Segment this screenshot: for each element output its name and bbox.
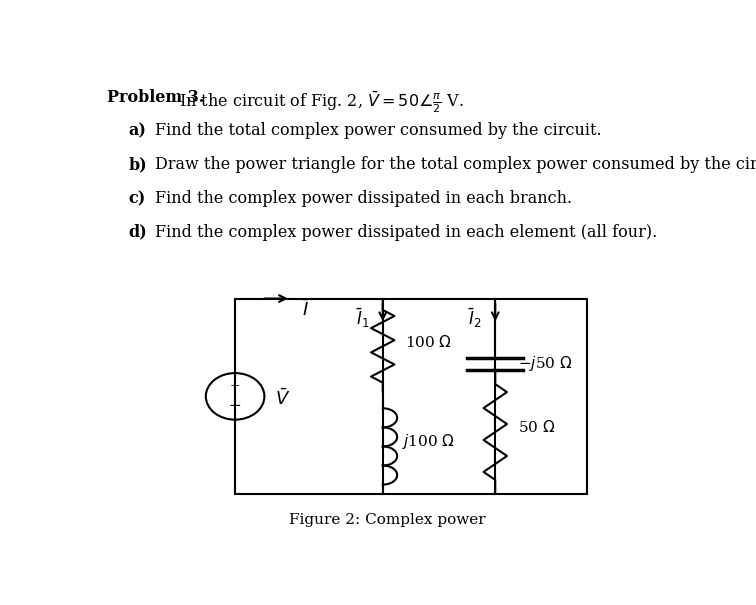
Text: Find the complex power dissipated in each element (all four).: Find the complex power dissipated in eac… xyxy=(155,223,657,241)
Text: d): d) xyxy=(129,223,147,241)
Text: −: − xyxy=(229,399,241,413)
Text: c): c) xyxy=(129,190,146,207)
Text: $\bar{V}$: $\bar{V}$ xyxy=(275,388,290,409)
Text: In the circuit of Fig. 2, $\bar{V} = 50\angle\frac{\pi}{2}$ V.: In the circuit of Fig. 2, $\bar{V} = 50\… xyxy=(174,89,463,114)
Text: a): a) xyxy=(129,122,147,139)
Text: Find the complex power dissipated in each branch.: Find the complex power dissipated in eac… xyxy=(155,190,572,207)
Text: b): b) xyxy=(129,157,147,174)
Text: 100 $\Omega$: 100 $\Omega$ xyxy=(405,333,452,350)
Text: Draw the power triangle for the total complex power consumed by the circuit.: Draw the power triangle for the total co… xyxy=(155,157,756,174)
Text: $j$100 $\Omega$: $j$100 $\Omega$ xyxy=(401,433,454,451)
Text: 50 $\Omega$: 50 $\Omega$ xyxy=(518,419,555,436)
Bar xyxy=(235,298,587,494)
Text: $-j$50 $\Omega$: $-j$50 $\Omega$ xyxy=(518,355,572,373)
Text: Problem 3.: Problem 3. xyxy=(107,89,205,106)
Text: $\bar{I}_1$: $\bar{I}_1$ xyxy=(355,307,369,330)
Text: $\bar{I}$: $\bar{I}$ xyxy=(302,300,309,321)
Text: Figure 2: Complex power: Figure 2: Complex power xyxy=(289,513,486,527)
Text: $\bar{I}_2$: $\bar{I}_2$ xyxy=(468,307,482,330)
Text: Find the total complex power consumed by the circuit.: Find the total complex power consumed by… xyxy=(155,122,602,139)
Text: +: + xyxy=(230,380,240,393)
